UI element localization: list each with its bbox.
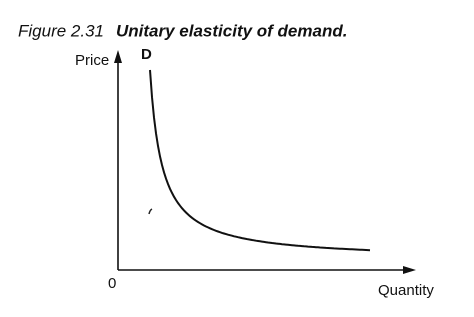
y-axis-label: Price: [75, 52, 109, 69]
stray-mark: [148, 208, 153, 215]
curve-label: D: [141, 46, 152, 63]
origin-label: 0: [108, 275, 116, 292]
x-axis-label: Quantity: [378, 282, 434, 299]
x-axis-arrow: [403, 266, 416, 274]
figure-title: Unitary elasticity of demand.: [116, 21, 347, 40]
demand-curve: [149, 69, 371, 252]
y-axis-arrow: [114, 50, 122, 63]
figure-label: Figure 2.31: [18, 21, 104, 40]
